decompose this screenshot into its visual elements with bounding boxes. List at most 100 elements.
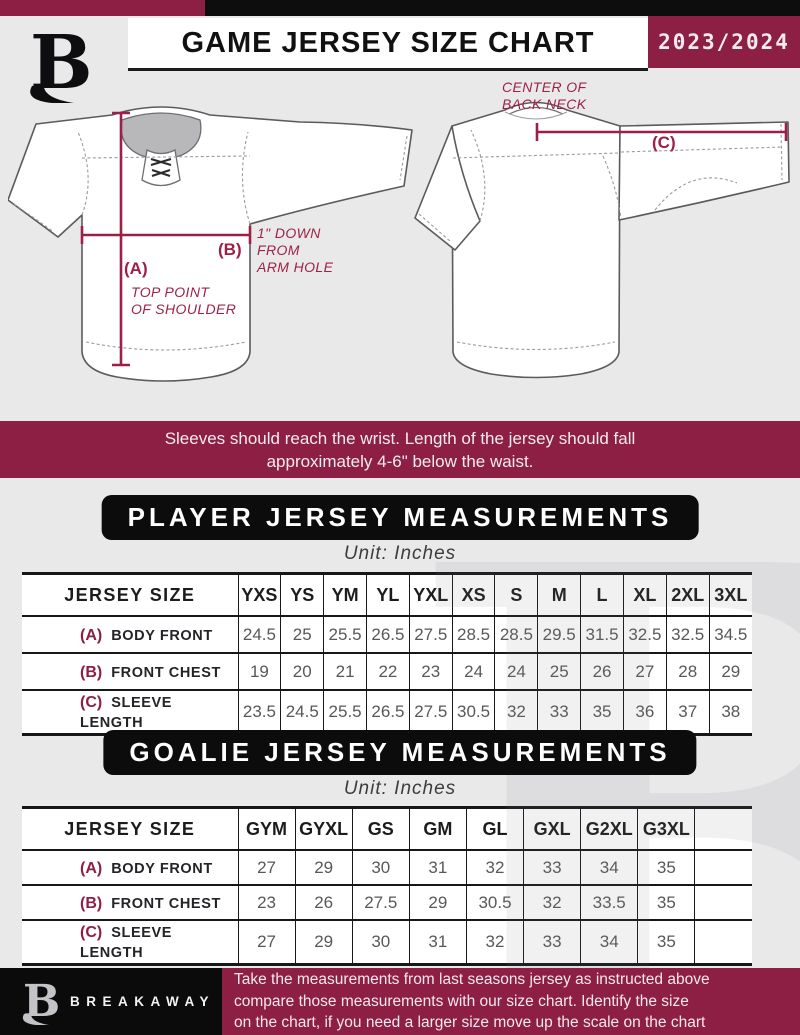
measurement-cell: 34.5 (708, 615, 752, 654)
measurement-cell: 24 (451, 652, 496, 691)
back-jersey-diagram (414, 101, 790, 379)
season-label: 2023/2024 (658, 30, 790, 54)
measurement-cell: 30.5 (465, 884, 525, 921)
lace-detail (150, 158, 172, 177)
front-jersey-diagram (8, 106, 413, 382)
note-b: 1" DOWN FROM ARM HOLE (257, 225, 334, 275)
measurement-cell: 34 (580, 919, 639, 966)
table-corner-label: JERSEY SIZE (22, 573, 239, 617)
size-column-header: GYM (237, 807, 296, 851)
measurement-line-a (112, 111, 130, 367)
footer-brand-block: B BREAKAWAY (0, 968, 222, 1035)
table-row: (B) FRONT CHEST 19 20 21 22 23 24 24 25 26 27 28 29 (22, 652, 752, 691)
measurement-cell: 26 (294, 884, 353, 921)
size-column-header: L (580, 573, 624, 617)
size-column-header: M (537, 573, 582, 617)
table-row: (C) SLEEVE LENGTH 27 29 30 31 32 33 34 35 (22, 919, 752, 966)
breakaway-logo: B (30, 24, 93, 106)
measurement-cell: 22 (366, 652, 410, 691)
measurement-cell: 25 (280, 615, 325, 654)
size-column-header: GXL (523, 807, 582, 851)
measurement-cell: 30.5 (451, 689, 496, 736)
measurement-cell: 27.5 (351, 884, 410, 921)
row-label: (C) SLEEVE LENGTH (22, 689, 239, 736)
measurement-cell: 35 (637, 884, 696, 921)
player-unit-label: Unit: Inches (343, 543, 457, 564)
measurement-cell: 37 (665, 689, 710, 736)
measurement-cell: 31 (408, 919, 467, 966)
size-column-header: GM (408, 807, 467, 851)
size-column-header: G3XL (637, 807, 696, 851)
row-label: (A) BODY FRONT (22, 849, 239, 886)
measurement-cell: 35 (580, 689, 624, 736)
measurement-cell: 27.5 (408, 615, 453, 654)
row-label: (B) FRONT CHEST (22, 652, 239, 691)
measurement-cell: 33 (523, 849, 582, 886)
measurement-cell: 29 (408, 884, 467, 921)
topbar-maroon-segment (0, 0, 205, 16)
measurement-cell: 33.5 (580, 884, 639, 921)
season-badge: 2023/2024 (648, 16, 800, 68)
measurement-cell: 32.5 (622, 615, 667, 654)
size-column-header: YM (323, 573, 367, 617)
size-column-header (694, 807, 752, 851)
collar-base (504, 111, 568, 120)
size-column-header: XL (622, 573, 667, 617)
measurement-cell: 25.5 (323, 615, 367, 654)
measurement-cell: 38 (708, 689, 752, 736)
measurement-cell: 27 (237, 919, 296, 966)
measurement-cell: 29.5 (537, 615, 582, 654)
measurement-cell: 30 (351, 849, 410, 886)
size-column-header: 2XL (665, 573, 710, 617)
measurement-line-b (80, 226, 252, 244)
measurement-cell: 24.5 (237, 615, 282, 654)
size-column-header: 3XL (708, 573, 752, 617)
measurement-cell: 23 (408, 652, 453, 691)
size-column-header: YXS (237, 573, 282, 617)
size-column-header: GL (465, 807, 525, 851)
size-column-header: GYXL (294, 807, 353, 851)
measurement-cell: 28.5 (494, 615, 539, 654)
measurement-cell: 29 (294, 849, 353, 886)
measurement-cell: 35 (637, 849, 696, 886)
measurement-cell: 26 (580, 652, 624, 691)
size-column-header: XS (451, 573, 496, 617)
size-column-header: YS (280, 573, 325, 617)
measurement-cell: 32.5 (665, 615, 710, 654)
collar-line (508, 106, 564, 115)
measurement-cell: 36 (622, 689, 667, 736)
topbar-black-segment (205, 0, 800, 16)
table-row: (B) FRONT CHEST 23 26 27.5 29 30.5 32 33.5 35 (22, 884, 752, 921)
table-row: (A) BODY FRONT 27 29 30 31 32 33 34 35 (22, 849, 752, 886)
measurement-cell: 31.5 (580, 615, 624, 654)
measurement-cell: 30 (351, 919, 410, 966)
seam-lines (13, 131, 408, 351)
footer-brand-name: BREAKAWAY (70, 994, 216, 1009)
size-column-header: YL (366, 573, 410, 617)
label-b: (B) (218, 240, 242, 259)
row-label: (A) BODY FRONT (22, 615, 239, 654)
measurement-cell: 35 (637, 919, 696, 966)
measurement-cell: 31 (408, 849, 467, 886)
measurement-cell: 29 (708, 652, 752, 691)
goalie-section-banner: GOALIE JERSEY MEASUREMENTS (103, 730, 697, 775)
measurement-cell: 33 (523, 919, 582, 966)
measurement-cell: 32 (523, 884, 582, 921)
measurement-cell: 19 (237, 652, 282, 691)
measurement-cell (694, 849, 752, 886)
measurement-cell: 32 (465, 849, 525, 886)
goalie-unit-label: Unit: Inches (343, 778, 457, 799)
measurement-cell: 29 (294, 919, 353, 966)
row-label: (B) FRONT CHEST (22, 884, 239, 921)
measurement-line-c (535, 123, 788, 141)
measurement-cell (694, 884, 752, 921)
label-a: (A) (124, 259, 148, 278)
measurement-cell: 23.5 (237, 689, 282, 736)
fit-notice-banner: Sleeves should reach the wrist. Length o… (0, 421, 800, 478)
player-size-table: JERSEY SIZE YXS YS YM YL YXL XS S M L XL 2XL 3XL (A) B… (22, 572, 752, 736)
player-section-banner: PLAYER JERSEY MEASUREMENTS (101, 495, 699, 540)
measurement-cell: 24.5 (280, 689, 325, 736)
size-column-header: YXL (408, 573, 453, 617)
row-label: (C) SLEEVE LENGTH (22, 919, 239, 966)
